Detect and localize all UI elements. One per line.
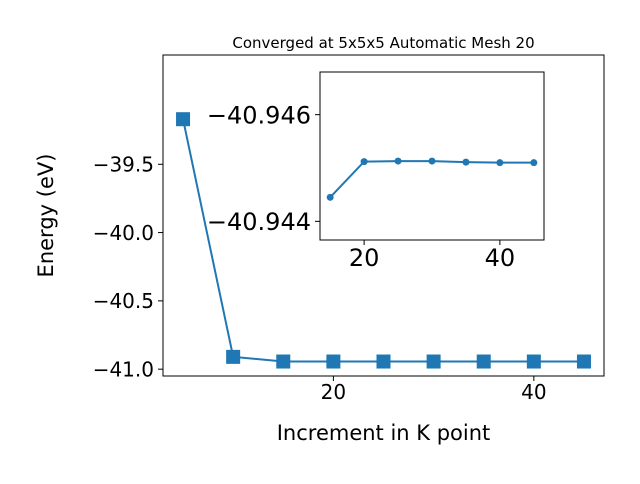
main-data-point	[326, 354, 341, 369]
x-axis-label: Increment in K point	[277, 421, 491, 445]
inset-data-point	[360, 158, 368, 166]
inset-data-point	[428, 157, 436, 165]
y-axis-label: Energy (eV)	[34, 154, 58, 278]
inset-data-point	[530, 159, 538, 167]
inset-y-tick-label: −40.946	[207, 101, 311, 129]
inset-data-point	[496, 159, 504, 167]
main-data-point	[526, 354, 541, 369]
inset-data-point	[462, 158, 470, 166]
main-data-point	[576, 354, 591, 369]
main-data-point	[426, 354, 441, 369]
inset-axes-frame	[319, 71, 545, 241]
main-y-tick-label: −41.0	[93, 357, 154, 381]
inset-plot: 20 40 −40.946 −40.944	[207, 71, 545, 272]
main-data-point	[376, 354, 391, 369]
inset-y-tick-label: −40.944	[207, 208, 311, 236]
main-axes-frame	[162, 54, 605, 377]
main-y-tick-label: −40.5	[93, 289, 154, 313]
inset-x-tick-label: 40	[485, 244, 516, 272]
main-y-tick-label: −40.0	[93, 221, 154, 245]
main-data-point	[176, 112, 191, 127]
inset-data-point	[326, 193, 334, 201]
main-x-tick-label: 20	[321, 380, 346, 404]
main-x-tick-label: 40	[521, 380, 546, 404]
inset-data-point	[394, 157, 402, 165]
inset-plot-area	[320, 72, 544, 240]
main-data-point	[226, 349, 241, 364]
main-y-tick-label: −39.5	[93, 152, 154, 176]
chart-title: Converged at 5x5x5 Automatic Mesh 20	[232, 34, 534, 52]
inset-x-tick-label: 20	[349, 244, 380, 272]
main-data-point	[276, 354, 291, 369]
main-data-point	[476, 354, 491, 369]
